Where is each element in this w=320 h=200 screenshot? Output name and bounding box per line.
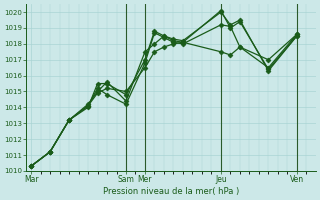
X-axis label: Pression niveau de la mer( hPa ): Pression niveau de la mer( hPa ) — [103, 187, 239, 196]
